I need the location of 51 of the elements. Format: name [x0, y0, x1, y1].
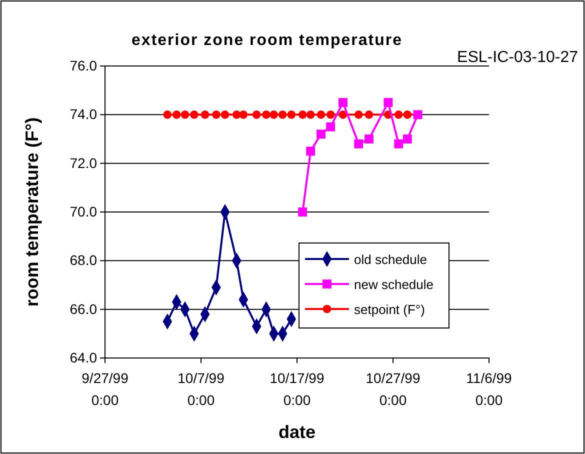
point: [252, 110, 261, 119]
point: [287, 110, 296, 119]
point: [306, 146, 316, 156]
point: [172, 110, 181, 119]
point: [239, 110, 248, 119]
point: [163, 110, 172, 119]
point: [212, 110, 220, 119]
point: [364, 134, 374, 144]
point: [278, 110, 287, 119]
legend-label: setpoint (F°): [354, 302, 425, 317]
y-tick-label: 64.0: [70, 349, 98, 366]
x-tick-label: 10/27/99 0:00: [366, 370, 420, 408]
point: [354, 110, 363, 119]
point: [220, 110, 230, 119]
point: [338, 110, 348, 119]
point: [180, 110, 190, 119]
x-axis-title: date: [278, 422, 316, 442]
point: [403, 110, 412, 119]
legend-label: new schedule: [354, 277, 434, 292]
point: [316, 130, 326, 139]
x-tick-label: 10/7/99 0:00: [178, 370, 225, 408]
x-tick-label: 10/17/99 0:00: [270, 370, 324, 408]
chart-title: exterior zone room temperature: [132, 32, 402, 49]
point: [338, 98, 348, 107]
point: [298, 110, 307, 119]
y-axis-title: room temperature (F°): [22, 117, 42, 307]
point: [190, 110, 198, 119]
y-tick-label: 68.0: [70, 252, 98, 268]
point: [402, 134, 412, 144]
y-tick-label: 74.0: [70, 106, 98, 122]
y-tick-label: 72.0: [70, 154, 98, 171]
point: [326, 122, 336, 132]
point: [364, 110, 374, 119]
annotation: ESL-IC-03-10-27: [457, 49, 578, 66]
point: [384, 98, 393, 107]
point: [262, 110, 270, 119]
point: [394, 139, 404, 148]
legend-label: old schedule: [354, 252, 427, 267]
point: [326, 110, 335, 119]
point: [200, 110, 210, 119]
point: [354, 139, 364, 148]
point: [316, 110, 326, 119]
y-tick-label: 70.0: [70, 203, 98, 220]
point: [298, 208, 308, 216]
point: [306, 110, 315, 119]
point: [394, 110, 403, 119]
y-tick-label: 76.0: [70, 57, 98, 74]
x-tick-label: 9/27/99 0:00: [82, 370, 129, 408]
y-tick-label: 66.0: [70, 300, 98, 317]
x-tick-label: 11/6/99 0:00: [466, 370, 512, 408]
point: [270, 110, 278, 119]
